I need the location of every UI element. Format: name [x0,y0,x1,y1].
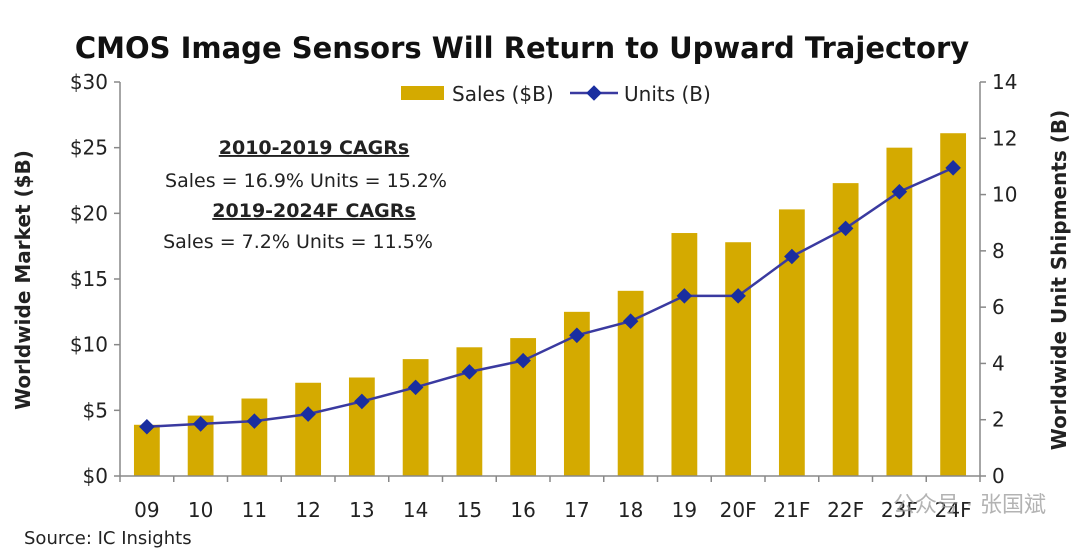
bar-23F [886,147,913,476]
watermark: 公众号 · 张国斌 [893,493,1046,518]
x-tick-label: 21F [773,498,810,522]
y-tick-label: $30 [70,70,108,94]
x-tick-label: 22F [827,498,864,522]
y2-tick-label: 8 [992,239,1005,263]
bar-19 [671,233,698,476]
x-tick-label: 17 [564,498,589,522]
y-tick-label: $0 [83,464,108,488]
bar-11 [241,398,268,476]
x-tick-label: 14 [403,498,428,522]
legend-units-marker [586,85,602,101]
chart-title: CMOS Image Sensors Will Return to Upward… [75,31,969,65]
x-tick-label: 11 [242,498,267,522]
plot-area: $0 $5 $10 $15 $20 $25 $30 0 2 4 6 8 10 12 14 09 10 11 12 13… [70,70,1018,522]
x-tick-label: 19 [672,498,697,522]
legend: Sales ($B) Units (B) [401,82,711,106]
x-tick-label: 12 [295,498,320,522]
units-line [146,166,954,428]
y-tick-label: $5 [83,398,108,422]
legend-sales-swatch [401,86,444,100]
legend-sales-label: Sales ($B) [452,82,554,106]
y2-tick-label: 12 [992,126,1017,150]
cagr-2010-2019-heading: 2010-2019 CAGRs [219,137,409,159]
y2-axis-title: Worldwide Unit Shipments (B) [1047,110,1071,451]
x-tick-label: 09 [134,498,159,522]
cagr-annotation: 2010-2019 CAGRs Sales = 16.9% Units = 15… [163,137,447,253]
source-note: Source: IC Insights [24,528,192,548]
units-point-10 [192,416,209,432]
bar-20F [725,242,752,476]
y-tick-label: $10 [70,333,108,357]
x-tick-label: 15 [457,498,482,522]
x-tick-label: 10 [188,498,213,522]
y2-tick-label: 6 [992,295,1005,319]
y-axis-title: Worldwide Market ($B) [11,150,35,410]
y2-tick-label: 14 [992,70,1017,94]
bar-13 [348,377,375,476]
cagr-2019-2024-heading: 2019-2024F CAGRs [212,200,415,222]
y-tick-label: $15 [70,267,108,291]
y2-tick-label: 10 [992,183,1017,207]
bar-12 [295,382,322,476]
units-point-22F [837,220,854,237]
x-tick-label: 13 [349,498,374,522]
bar-14 [402,359,429,476]
x-tick-label: 16 [510,498,535,522]
units-point-24F [945,160,961,176]
x-tick-label: 24F [935,498,972,522]
x-tick-label: 18 [618,498,643,522]
units-point-23F [891,183,908,200]
y2-tick-label: 4 [992,351,1005,375]
y2-tick-label: 0 [992,464,1005,488]
x-tick-label: 23F [881,498,918,522]
legend-units-label: Units (B) [624,82,711,106]
bar-24F [940,133,967,476]
cagr-2019-2024-values: Sales = 7.2% Units = 11.5% [163,231,433,253]
y2-tick-label: 2 [992,408,1005,432]
units-point-09 [139,418,155,435]
y-tick-label: $25 [70,136,108,160]
y-tick-label: $20 [70,201,108,225]
x-tick-label: 20F [720,498,757,522]
cagr-2010-2019-values: Sales = 16.9% Units = 15.2% [165,170,447,192]
